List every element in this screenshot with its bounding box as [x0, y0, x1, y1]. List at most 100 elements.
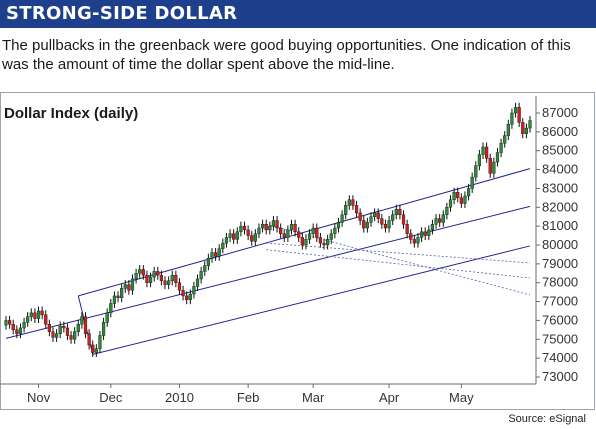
- candle-body: [405, 224, 409, 234]
- candle-body: [192, 286, 196, 295]
- candle-body: [510, 112, 514, 125]
- candle-body: [141, 269, 145, 276]
- candle-body: [347, 199, 351, 206]
- y-tick-label: 86000: [542, 124, 578, 139]
- candle-body: [401, 214, 406, 225]
- candle-body: [354, 205, 359, 214]
- candle-body: [69, 335, 73, 340]
- y-tick-label: 76000: [542, 312, 578, 327]
- candle-body: [351, 199, 355, 206]
- y-tick-label: 87000: [542, 105, 578, 120]
- candle-body: [289, 224, 294, 231]
- candle-body: [80, 316, 84, 325]
- candle-body: [221, 242, 225, 249]
- candle-body: [51, 331, 55, 338]
- candle-body: [127, 284, 131, 291]
- candle-body: [232, 233, 236, 240]
- candle-body: [358, 212, 362, 221]
- candle-body: [383, 224, 388, 229]
- candle-body: [188, 293, 192, 300]
- candle-body: [419, 231, 424, 238]
- candle-body: [15, 329, 19, 334]
- candle-body: [18, 327, 23, 334]
- candle-body: [369, 216, 373, 223]
- candle-body: [513, 107, 518, 114]
- candle-body: [22, 322, 26, 329]
- y-tick-label: 81000: [542, 218, 578, 233]
- candle-body: [448, 199, 453, 208]
- candle-body: [477, 154, 482, 166]
- candle-body: [445, 207, 449, 216]
- lower-channel-line: [92, 245, 531, 355]
- candle-body: [239, 225, 243, 232]
- candle-body: [257, 227, 261, 234]
- candle-body: [62, 325, 66, 329]
- candle-body: [29, 312, 33, 317]
- x-tick-label: May: [449, 390, 474, 405]
- candle-body: [11, 323, 15, 331]
- candle-body: [156, 271, 160, 276]
- candle-body: [224, 237, 229, 244]
- candle-body: [373, 212, 377, 217]
- candle-body: [315, 227, 319, 238]
- candle-body: [409, 233, 413, 240]
- candle-body: [438, 218, 442, 223]
- candle-body: [434, 218, 438, 225]
- y-tick-label: 73000: [542, 369, 578, 384]
- y-tick-label: 84000: [542, 162, 578, 177]
- candlesticks: [4, 102, 532, 358]
- candle-body: [65, 327, 70, 336]
- candle-body: [91, 344, 95, 353]
- y-tick-label: 79000: [542, 256, 578, 271]
- candle-body: [470, 176, 474, 189]
- y-axis-ticks: 73000 74000 75000 76000 77000 78000 79000 80000…: [536, 105, 578, 384]
- x-tick-label: Feb: [237, 390, 259, 405]
- candle-body: [286, 229, 290, 238]
- candle-body: [116, 295, 120, 299]
- candle-body: [199, 271, 203, 280]
- candle-body: [271, 220, 276, 227]
- candle-body: [344, 205, 348, 216]
- title-banner: STRONG-SIDE DOLLAR: [0, 0, 596, 28]
- candle-body: [412, 239, 416, 244]
- y-tick-label: 82000: [542, 199, 578, 214]
- candle-body: [250, 235, 254, 242]
- candle-body: [177, 282, 182, 291]
- candle-body: [279, 227, 283, 234]
- candle-body: [300, 237, 304, 246]
- candle-body: [456, 191, 460, 199]
- x-tick-label: Mar: [302, 390, 325, 405]
- x-tick-label: Dec: [99, 390, 123, 405]
- candle-body: [145, 274, 149, 283]
- y-tick-label: 77000: [542, 294, 578, 309]
- mid-channel-line: [5, 205, 531, 339]
- candle-body: [152, 271, 156, 278]
- candle-body: [217, 248, 221, 257]
- candle-body: [163, 280, 167, 285]
- candle-body: [4, 320, 8, 326]
- candle-body: [98, 335, 102, 349]
- candle-body: [268, 225, 272, 231]
- dollar-index-chart: Dollar Index (daily) 73000 74000 75000 7600…: [0, 96, 578, 405]
- candle-body: [521, 122, 525, 134]
- candle-body: [365, 222, 369, 229]
- chart-title: Dollar Index (daily): [4, 105, 138, 122]
- candle-body: [318, 237, 322, 244]
- candle-body: [253, 233, 257, 242]
- candle-body: [130, 278, 135, 291]
- candle-body: [362, 220, 366, 229]
- x-axis-ticks: Nov Dec 2010 Feb Mar Apr May: [27, 384, 474, 405]
- candle-body: [210, 252, 214, 259]
- candle-body: [195, 278, 200, 287]
- candle-body: [120, 288, 124, 299]
- y-tick-label: 78000: [542, 275, 578, 290]
- y-tick-label: 74000: [542, 350, 578, 365]
- candle-body: [466, 188, 471, 197]
- candle-body: [206, 257, 210, 266]
- dotted-fan-line-1: [266, 242, 531, 264]
- candle-body: [481, 146, 485, 155]
- candle-body: [423, 231, 427, 236]
- candle-body: [87, 333, 91, 346]
- candle-body: [235, 231, 239, 240]
- candle-body: [203, 265, 207, 272]
